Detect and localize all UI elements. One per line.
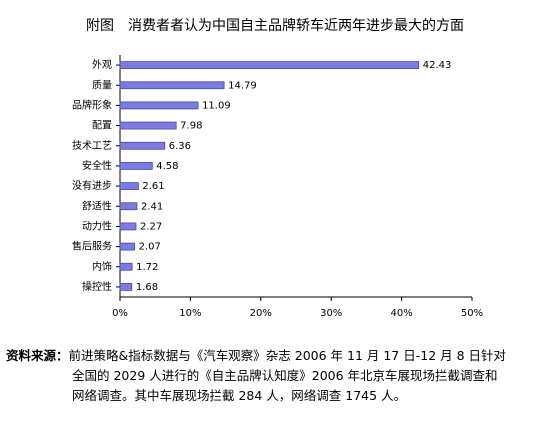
x-tick-label: 30%	[320, 308, 342, 319]
x-tick-label: 50%	[461, 308, 483, 319]
y-tick-label: 安全性	[82, 159, 112, 172]
value-label: 11.09	[202, 100, 231, 111]
bar	[119, 61, 420, 69]
y-tick-label: 动力性	[82, 219, 112, 232]
source-line: 全国的 2029 人进行的《自主品牌认知度》2006 年北京车展现场拦截调查和	[72, 368, 498, 383]
y-tick-label: 售后服务	[72, 240, 112, 253]
value-label: 2.07	[139, 242, 161, 253]
chart-title: 附图 消费者者认为中国自主品牌轿车近两年进步最大的方面	[86, 17, 464, 34]
bar	[119, 81, 225, 90]
y-tick-label: 操控性	[82, 280, 112, 293]
value-label: 2.27	[140, 221, 162, 232]
bar	[119, 162, 153, 170]
bar	[119, 222, 137, 231]
bar	[119, 242, 135, 251]
value-label: 1.72	[136, 262, 158, 273]
value-label: 6.36	[169, 141, 191, 152]
value-label: 7.98	[180, 121, 202, 132]
value-label: 4.58	[156, 161, 178, 172]
bar	[119, 262, 133, 271]
value-label: 42.43	[423, 60, 452, 71]
source-line: 前进策略&指标数据与《汽车观察》杂志 2006 年 11 月 17 日-12 月…	[68, 348, 507, 363]
bar	[119, 101, 199, 110]
x-tick-label: 10%	[179, 308, 201, 319]
x-tick-label: 40%	[390, 308, 412, 319]
value-label: 2.61	[142, 181, 164, 192]
y-tick-label: 外观	[92, 59, 112, 71]
y-tick-label: 舒适性	[82, 199, 112, 212]
y-tick-label: 质量	[92, 79, 112, 91]
value-label: 1.68	[136, 282, 158, 293]
bar	[119, 141, 166, 150]
x-tick-label: 20%	[250, 308, 272, 319]
y-tick-label: 配置	[92, 120, 112, 132]
value-label: 2.41	[141, 201, 163, 212]
bar	[119, 283, 133, 291]
bar	[119, 121, 177, 130]
bar	[119, 182, 139, 190]
y-tick-label: 品牌形象	[72, 98, 112, 111]
source-note: 资料来源：前进策略&指标数据与《汽车观察》杂志 2006 年 11 月 17 日…	[6, 346, 536, 406]
chart: 附图 消费者者认为中国自主品牌轿车近两年进步最大的方面 0% 10% 20% 30% 4…	[72, 17, 483, 319]
x-tick-label: 0%	[112, 308, 128, 319]
source-line: 网络调查。其中车展现场拦截 284 人，网络调查 1745 人。	[72, 388, 407, 403]
source-label: 资料来源：	[6, 348, 69, 363]
y-tick-label: 没有进步	[72, 179, 112, 192]
value-label: 14.79	[228, 80, 257, 91]
y-tick-label: 技术工艺	[72, 139, 112, 152]
bar	[119, 202, 138, 211]
y-tick-label: 内饰	[92, 260, 112, 273]
